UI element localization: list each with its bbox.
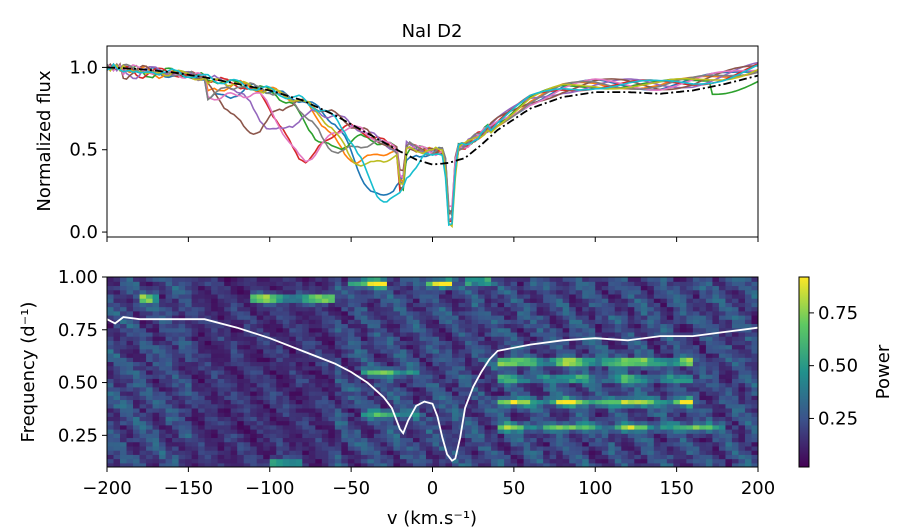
heatmap-area [107,277,758,467]
top-ytick-label: 0.0 [69,222,98,243]
flux-series-line [107,64,758,229]
top-y-axis: 0.0 0.5 1.0 [69,57,107,243]
bottom-ytick-label: 0.50 [58,373,98,394]
colorbar-gradient [798,276,810,468]
top-title: NaI D2 [402,21,463,42]
top-panel: NaI D2 0.0 0.5 1.0 Normalized flux [34,21,759,243]
bottom-xtick-label: 200 [741,478,775,499]
flux-series-line [107,62,758,224]
bottom-ytick-label: 0.25 [58,425,98,446]
bottom-y-axis: 0.25 0.50 0.75 1.00 [58,267,107,446]
bottom-xtick-label: 100 [578,478,612,499]
flux-series-line [107,62,758,218]
flux-series-line [107,62,758,221]
bottom-ylabel: Frequency (d⁻¹) [18,302,39,443]
flux-series-line [107,62,758,227]
bottom-xtick-label: −50 [332,478,370,499]
colorbar-tick-label: 0.75 [818,303,858,324]
bottom-xtick-label: −100 [245,478,294,499]
flux-series-line [107,62,758,217]
top-ylabel: Normalized flux [34,70,55,212]
bottom-xtick-label: −200 [82,478,131,499]
top-plot-area [107,61,758,229]
top-x-axis [106,237,759,242]
bottom-x-axis: −200 −150 −100 −50 0 50 100 150 200 [82,467,775,499]
bottom-ytick-label: 1.00 [58,267,98,288]
bottom-xtick-label: 150 [659,478,693,499]
bottom-xlabel: v (km.s⁻¹) [387,508,477,529]
bottom-xtick-label: 50 [502,478,525,499]
bottom-panel: 0.25 0.50 0.75 1.00 −200 −150 −100 −50 0 50 100 15… [18,267,775,529]
bottom-ytick-label: 0.75 [58,320,98,341]
bottom-xtick-label: −150 [164,478,213,499]
top-ytick-label: 1.0 [69,57,98,78]
overlay-mean-profile-line [107,316,758,462]
bottom-xtick-label: 0 [427,478,438,499]
colorbar-tick-label: 0.50 [818,356,858,377]
colorbar-ticks: 0.25 0.50 0.75 [809,303,858,429]
colorbar: 0.25 0.50 0.75 Power [798,276,894,468]
colorbar-tick-label: 0.25 [818,408,858,429]
colorbar-label: Power [873,344,894,399]
top-ytick-label: 0.5 [69,140,98,161]
template-profile-line [107,66,758,166]
flux-series-line [107,61,758,223]
